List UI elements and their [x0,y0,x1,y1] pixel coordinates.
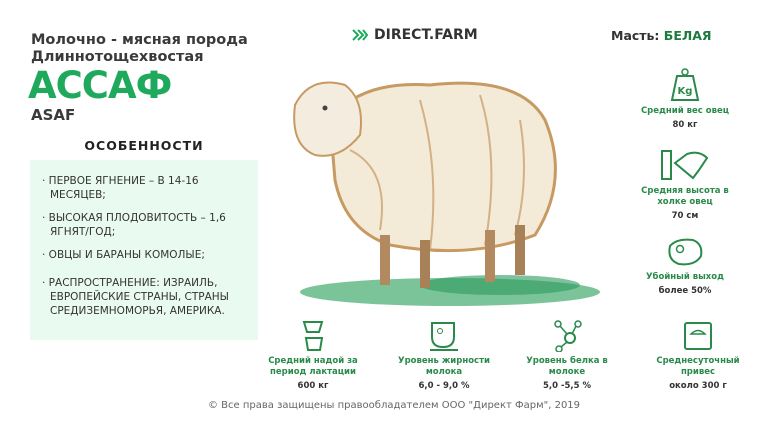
molecule-icon [554,320,582,352]
stat-height: Средняя высота в холке овец 70 см [630,148,740,222]
stat-slaughter: Убойный выход более 50% [630,236,740,297]
stat-value: более 50% [658,286,712,296]
breed-subtype: Длиннотощехвостая [31,49,204,65]
stat-value: 70 см [671,211,699,221]
features-heading: ОСОБЕННОСТИ [84,138,204,153]
stat-label: Уровень жирности молока [398,356,490,377]
stat-label: Средняя высота в холке овец [641,186,729,207]
stat-label: Среднесуточный привес [656,356,740,377]
stat-value: 6,0 - 9,0 % [418,381,470,391]
stat-milk-fat: Уровень жирности молока 6,0 - 9,0 % [387,320,501,392]
stat-label: Средний надой за период лактации [268,356,358,377]
logo-text: DIRECT.FARM [374,27,478,43]
feature-item: · РАСПРОСТРАНЕНИЕ: ИЗРАИЛЬ, ЕВРОПЕЙСКИЕ … [42,277,229,317]
stat-milk-yield: Средний надой за период лактации 600 кг [258,320,368,392]
copyright: © Все права защищены правообладателем ОО… [208,400,581,411]
stat-weight: Kg Средний вес овец 80 кг [630,68,740,131]
logo: DIRECT.FARM [352,27,478,43]
logo-chevrons-icon [352,29,368,41]
feature-item: · ОВЦЫ И БАРАНЫ КОМОЛЫЕ; [42,249,205,261]
page-title: АССАФ [28,64,172,107]
meat-steak-icon [668,238,703,266]
coat-color-value: БЕЛАЯ [663,28,712,43]
stat-protein: Уровень белка в молоке 5,0 -5,5 % [512,320,622,392]
weight-kg-icon: Kg [670,68,700,101]
coat-color: Масть: БЕЛАЯ [611,28,712,43]
stat-label: Средний вес овец [640,106,730,116]
feature-item: · ВЫСОКАЯ ПЛОДОВИТОСТЬ – 1,6 ЯГНЯТ/ГОД; [42,212,226,238]
height-ruler-sheep-icon [661,150,709,180]
features-panel: · ПЕРВОЕ ЯГНЕНИЕ – В 14-16 МЕСЯЦЕВ; · ВЫ… [30,160,258,340]
stat-value: 80 кг [672,120,698,130]
stat-value: 5,0 -5,5 % [542,381,592,391]
stat-value: 600 кг [297,381,329,391]
svg-text:Kg: Kg [678,86,693,97]
udder-bucket-icon [302,321,324,351]
stat-value: около 300 г [669,381,727,391]
milk-jug-icon [430,322,458,351]
feature-item: · ПЕРВОЕ ЯГНЕНИЕ – В 14-16 МЕСЯЦЕВ; [42,175,199,201]
latin-name: ASAF [31,106,76,124]
breed-type: Молочно - мясная порода [31,32,248,48]
sheep-illustration [293,81,600,306]
stat-label: Уровень белка в молоке [526,356,608,377]
stat-label: Убойный выход [645,272,724,282]
scale-icon [684,322,712,350]
coat-color-label: Масть: [611,28,660,43]
stat-daily-gain: Среднесуточный привес около 300 г [643,320,753,392]
